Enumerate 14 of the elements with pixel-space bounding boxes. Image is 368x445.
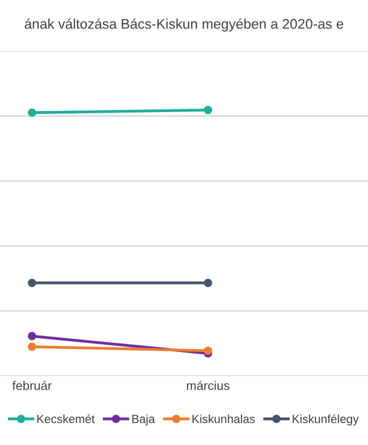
x-tick-label: február [12, 380, 52, 390]
point [204, 106, 212, 114]
point [28, 278, 36, 288]
point [28, 332, 36, 340]
point [204, 346, 212, 355]
point [204, 278, 212, 288]
x-tick-label: március [186, 380, 230, 390]
chart-title: ának változása Bács-Kiskun megyében a 2020-as e [24, 18, 344, 32]
legend-label: Kiskunhalas [192, 414, 255, 424]
legend-label: Kecskemét [37, 414, 95, 424]
point [28, 108, 36, 117]
legend-label: Baja [132, 414, 155, 426]
legend-label: Kiskunfélegy [292, 414, 359, 426]
point [28, 342, 36, 351]
